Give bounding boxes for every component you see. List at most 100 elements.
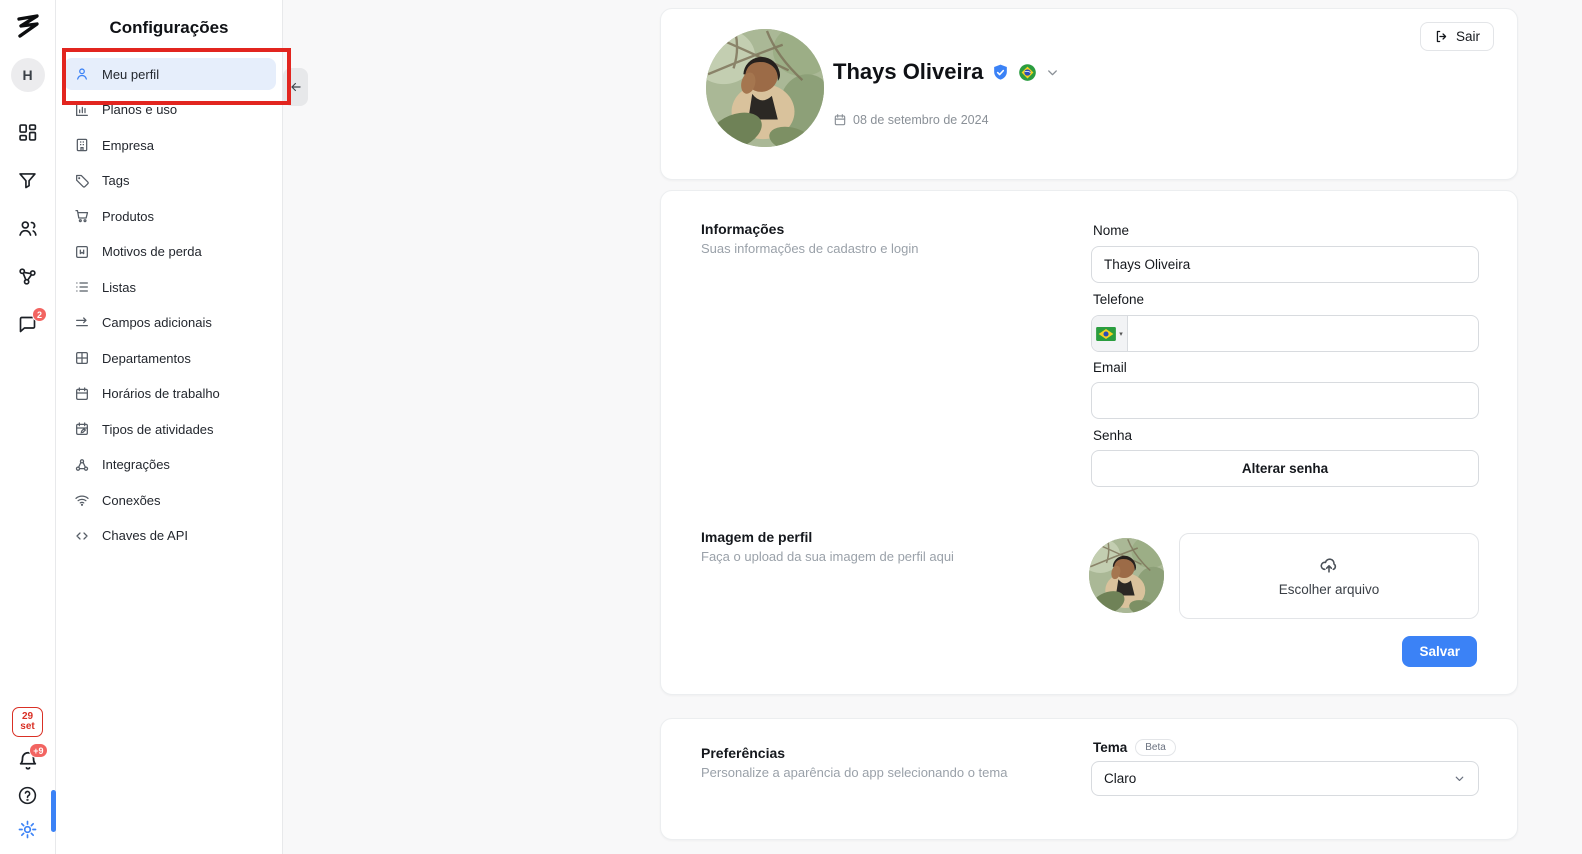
file-upload-dropzone[interactable]: Escolher arquivo: [1179, 533, 1479, 619]
sidebar-item-planos-e-uso[interactable]: Planos e uso: [64, 94, 276, 126]
filter-icon[interactable]: [17, 170, 38, 191]
sidebar-item-meu-perfil[interactable]: Meu perfil: [64, 58, 276, 90]
nome-input[interactable]: [1091, 246, 1479, 283]
brazil-flag-small-icon: [1096, 326, 1117, 341]
info-section-title: Informações: [701, 221, 785, 237]
info-card: Informações Suas informações de cadastro…: [660, 190, 1518, 695]
cart-icon: [74, 208, 90, 224]
telefone-input[interactable]: [1091, 315, 1479, 352]
sidebar-collapse-button[interactable]: [283, 68, 308, 106]
sidebar-item-horarios-de-trabalho[interactable]: Horários de trabalho: [64, 378, 276, 410]
brazil-flag-icon: [1018, 63, 1037, 82]
save-button[interactable]: Salvar: [1402, 636, 1477, 667]
sidebar-item-chaves-de-api[interactable]: Chaves de API: [64, 520, 276, 552]
sidebar-item-tags[interactable]: Tags: [64, 165, 276, 197]
nome-label: Nome: [1093, 223, 1130, 238]
user-icon: [74, 66, 90, 82]
sidebar-item-integracoes[interactable]: Integrações: [64, 449, 276, 481]
country-flag-selector[interactable]: ▾: [1092, 316, 1128, 351]
beta-badge: Beta: [1135, 739, 1176, 756]
calendar-edit-icon: [74, 421, 90, 437]
sidebar-item-label: Conexões: [102, 492, 161, 508]
list-icon: [74, 279, 90, 295]
senha-label: Senha: [1093, 428, 1133, 443]
sidebar-item-label: Motivos de perda: [102, 244, 202, 259]
bell-badge: +9: [29, 743, 48, 758]
email-label: Email: [1093, 360, 1127, 375]
sidebar-item-label: Empresa: [102, 137, 155, 153]
profile-image-preview: [1089, 538, 1164, 613]
change-password-button[interactable]: Alterar senha: [1091, 450, 1479, 487]
help-icon[interactable]: [17, 785, 38, 806]
preferences-card: Preferências Personalize a aparência do …: [660, 718, 1518, 840]
settings-sidebar: Configurações Meu perfil Planos e uso Em…: [56, 0, 283, 854]
workspace-avatar[interactable]: H: [10, 58, 45, 92]
sidebar-item-label: Horários de trabalho: [102, 386, 220, 401]
logout-icon: [1436, 30, 1447, 43]
sidebar-item-label: Integrações: [102, 457, 170, 472]
calendar-small-icon: [833, 113, 847, 127]
image-section-title: Imagem de perfil: [701, 529, 813, 545]
upload-cloud-icon: [1320, 557, 1337, 573]
notifications-bell-icon[interactable]: +9: [17, 743, 48, 772]
sidebar-item-empresa[interactable]: Empresa: [64, 129, 276, 161]
select-chevron-icon: [1453, 772, 1466, 785]
sidebar-item-label: Produtos: [102, 208, 155, 224]
profile-header-card: Thays Oliveira 08 de setembro de 2024 Sa…: [660, 8, 1518, 180]
sidebar-item-label: Departamentos: [102, 350, 191, 366]
info-form: Nome Telefone ▾ Email Senha Alterar senh…: [1091, 191, 1479, 694]
tema-label: Tema: [1093, 740, 1128, 755]
integrations-icon: [74, 457, 90, 473]
sidebar-item-label: Tags: [102, 173, 130, 188]
image-section-subtitle: Faça o upload da sua imagem de perfil aq…: [701, 549, 954, 564]
profile-avatar[interactable]: [706, 29, 824, 147]
sidebar-item-label: Meu perfil: [102, 66, 160, 82]
sidebar-item-label: Listas: [102, 279, 136, 295]
email-input[interactable]: [1091, 382, 1479, 419]
grid-plus-icon: [74, 350, 90, 366]
date-badge-day: 29: [21, 710, 34, 722]
contacts-icon[interactable]: [17, 218, 38, 239]
profile-name: Thays Oliveira: [833, 59, 984, 84]
chevron-down-icon[interactable]: [1045, 65, 1060, 80]
calendar-date-icon[interactable]: 29 set: [12, 707, 43, 737]
wifi-icon: [74, 492, 90, 508]
member-since-date: 08 de setembro de 2024: [853, 113, 989, 127]
chat-badge: 2: [32, 307, 47, 322]
network-icon[interactable]: [17, 266, 38, 287]
flag-caret-icon: ▾: [1119, 330, 1123, 338]
date-badge-month: set: [20, 721, 35, 732]
bookmark-square-icon: [74, 244, 90, 260]
code-icon: [74, 528, 90, 544]
brand-logo-icon[interactable]: [15, 12, 41, 42]
tema-selected-value: Claro: [1104, 771, 1137, 786]
fields-icon: [74, 315, 90, 331]
settings-gear-icon[interactable]: [17, 819, 38, 840]
sidebar-item-tipos-de-atividades[interactable]: Tipos de atividades: [64, 413, 276, 445]
info-section-subtitle: Suas informações de cadastro e login: [701, 241, 919, 256]
chart-icon: [74, 102, 90, 118]
page-title: Configurações: [109, 18, 229, 37]
telefone-field: ▾: [1091, 315, 1479, 352]
icon-rail: H 2 29 set +9: [0, 0, 56, 854]
sidebar-item-produtos[interactable]: Produtos: [64, 200, 276, 232]
verified-shield-icon: [991, 63, 1010, 82]
tag-icon: [74, 173, 90, 189]
dashboard-icon[interactable]: [17, 122, 38, 143]
building-icon: [74, 137, 90, 153]
settings-menu: Meu perfil Planos e uso Empresa Tags Pro…: [64, 58, 276, 552]
tema-select[interactable]: Claro: [1091, 761, 1479, 796]
sidebar-item-listas[interactable]: Listas: [64, 271, 276, 303]
sidebar-item-campos-adicionais[interactable]: Campos adicionais: [64, 307, 276, 339]
sidebar-item-motivos-de-perda[interactable]: Motivos de perda: [64, 236, 276, 268]
sidebar-item-label: Campos adicionais: [102, 315, 212, 330]
sidebar-item-label: Planos e uso: [102, 102, 178, 117]
settings-active-indicator: [51, 790, 56, 832]
chat-icon[interactable]: 2: [17, 307, 47, 335]
telefone-label: Telefone: [1093, 292, 1145, 307]
sidebar-item-label: Tipos de atividades: [102, 421, 214, 437]
sidebar-item-departamentos[interactable]: Departamentos: [64, 342, 276, 374]
logout-button[interactable]: Sair: [1419, 22, 1494, 51]
arrow-left-icon: [290, 82, 301, 92]
sidebar-item-conexoes[interactable]: Conexões: [64, 484, 276, 516]
